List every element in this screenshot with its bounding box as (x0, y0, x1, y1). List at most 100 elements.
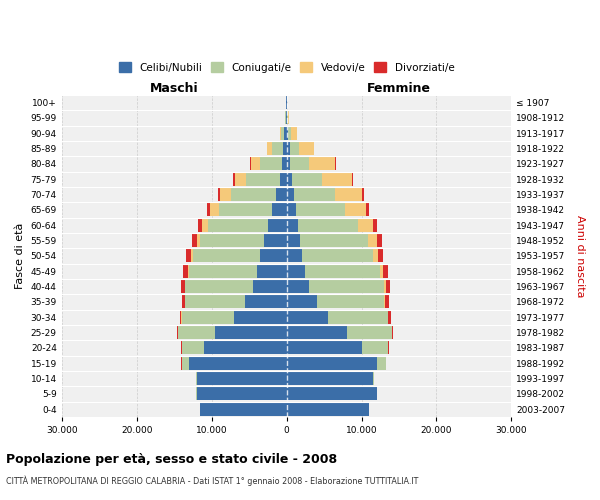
Bar (234, 310, 287, 324)
Bar (193, 250, 260, 262)
Bar (288, 112, 289, 124)
Bar (287, 126, 289, 140)
Bar (287, 296, 317, 308)
Bar (182, 296, 185, 308)
Bar (268, 218, 287, 232)
Text: Maschi: Maschi (150, 82, 199, 95)
Bar (257, 264, 287, 278)
Bar (280, 172, 287, 186)
Bar (233, 172, 235, 186)
Bar (302, 250, 373, 262)
Bar (286, 112, 287, 124)
Bar (200, 234, 264, 247)
Text: Popolazione per età, sesso e stato civile - 2008: Popolazione per età, sesso e stato civil… (6, 452, 337, 466)
Bar (219, 204, 272, 216)
Bar (317, 296, 384, 308)
Y-axis label: Fasce di età: Fasce di età (15, 222, 25, 289)
Bar (197, 234, 200, 247)
Bar (245, 296, 287, 308)
Bar (208, 218, 268, 232)
Bar (366, 204, 369, 216)
Bar (298, 218, 358, 232)
Bar (276, 188, 287, 201)
Bar (388, 310, 391, 324)
Bar (287, 158, 290, 170)
Bar (284, 126, 287, 140)
Bar (287, 188, 294, 201)
Bar (198, 218, 202, 232)
Bar (267, 142, 272, 155)
Bar (191, 250, 193, 262)
Bar (287, 310, 328, 324)
Bar (322, 172, 352, 186)
Bar (188, 264, 189, 278)
Bar (292, 172, 322, 186)
Bar (218, 188, 220, 201)
Bar (197, 372, 287, 385)
Text: Femmine: Femmine (367, 82, 431, 95)
Bar (260, 250, 287, 262)
Bar (377, 234, 382, 247)
Bar (287, 172, 292, 186)
Bar (185, 280, 253, 293)
Bar (215, 326, 287, 339)
Bar (347, 326, 392, 339)
Bar (299, 142, 314, 155)
Bar (384, 280, 386, 293)
Bar (197, 388, 287, 400)
Bar (392, 326, 393, 339)
Bar (182, 342, 204, 354)
Y-axis label: Anni di nascita: Anni di nascita (575, 214, 585, 297)
Bar (384, 296, 385, 308)
Bar (287, 264, 305, 278)
Bar (378, 250, 383, 262)
Bar (287, 403, 369, 416)
Bar (368, 234, 377, 247)
Bar (287, 204, 296, 216)
Bar (182, 357, 189, 370)
Bar (290, 142, 299, 155)
Bar (362, 342, 388, 354)
Bar (287, 234, 300, 247)
Bar (373, 218, 377, 232)
Bar (309, 280, 384, 293)
Bar (182, 310, 234, 324)
Bar (220, 188, 231, 201)
Bar (189, 357, 287, 370)
Bar (210, 204, 219, 216)
Legend: Celibi/Nubili, Coniugati/e, Vedovi/e, Divorziati/e: Celibi/Nubili, Coniugati/e, Vedovi/e, Di… (115, 58, 458, 76)
Bar (272, 204, 287, 216)
Bar (207, 204, 210, 216)
Bar (260, 158, 282, 170)
Bar (184, 264, 188, 278)
Bar (235, 172, 246, 186)
Bar (192, 234, 197, 247)
Bar (200, 403, 287, 416)
Bar (309, 158, 335, 170)
Bar (289, 126, 291, 140)
Bar (285, 112, 286, 124)
Bar (287, 142, 290, 155)
Bar (231, 188, 276, 201)
Bar (186, 250, 191, 262)
Bar (377, 357, 386, 370)
Bar (287, 280, 309, 293)
Bar (352, 172, 353, 186)
Bar (386, 280, 390, 293)
Bar (196, 372, 197, 385)
Bar (328, 310, 388, 324)
Bar (291, 126, 297, 140)
Bar (290, 158, 309, 170)
Bar (287, 372, 373, 385)
Bar (250, 158, 251, 170)
Bar (178, 326, 215, 339)
Bar (287, 342, 362, 354)
Bar (358, 218, 373, 232)
Bar (202, 218, 208, 232)
Bar (204, 342, 287, 354)
Bar (280, 126, 281, 140)
Bar (272, 142, 283, 155)
Bar (385, 296, 389, 308)
Bar (287, 388, 377, 400)
Text: CITTÀ METROPOLITANA DI REGGIO CALABRIA - Dati ISTAT 1° gennaio 2008 - Elaborazio: CITTÀ METROPOLITANA DI REGGIO CALABRIA -… (6, 476, 418, 486)
